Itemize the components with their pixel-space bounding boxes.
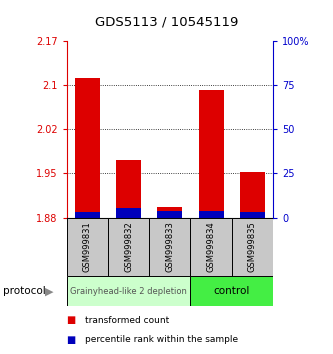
Bar [67, 276, 190, 306]
Bar [199, 90, 223, 218]
Text: ▶: ▶ [45, 286, 54, 296]
Bar [158, 207, 182, 218]
Bar [149, 218, 190, 276]
Text: protocol: protocol [3, 286, 46, 296]
Text: ■: ■ [67, 335, 76, 345]
Bar [75, 78, 100, 218]
Text: GDS5113 / 10545119: GDS5113 / 10545119 [95, 16, 238, 29]
Text: GSM999831: GSM999831 [83, 222, 92, 272]
Bar [158, 211, 182, 218]
Bar [240, 212, 265, 218]
Bar [190, 276, 273, 306]
Bar [108, 218, 149, 276]
Bar [116, 208, 141, 218]
Bar [190, 218, 232, 276]
Text: percentile rank within the sample: percentile rank within the sample [85, 335, 238, 344]
Bar [75, 212, 100, 218]
Bar [232, 218, 273, 276]
Text: ■: ■ [67, 315, 76, 325]
Text: Grainyhead-like 2 depletion: Grainyhead-like 2 depletion [70, 287, 187, 296]
Bar [240, 172, 265, 218]
Bar [116, 160, 141, 218]
Bar [67, 218, 108, 276]
Text: control: control [213, 286, 250, 296]
Text: GSM999832: GSM999832 [124, 222, 133, 272]
Text: GSM999834: GSM999834 [206, 222, 216, 272]
Bar [199, 211, 223, 218]
Text: transformed count: transformed count [85, 316, 169, 325]
Text: GSM999833: GSM999833 [165, 222, 174, 272]
Text: GSM999835: GSM999835 [248, 222, 257, 272]
